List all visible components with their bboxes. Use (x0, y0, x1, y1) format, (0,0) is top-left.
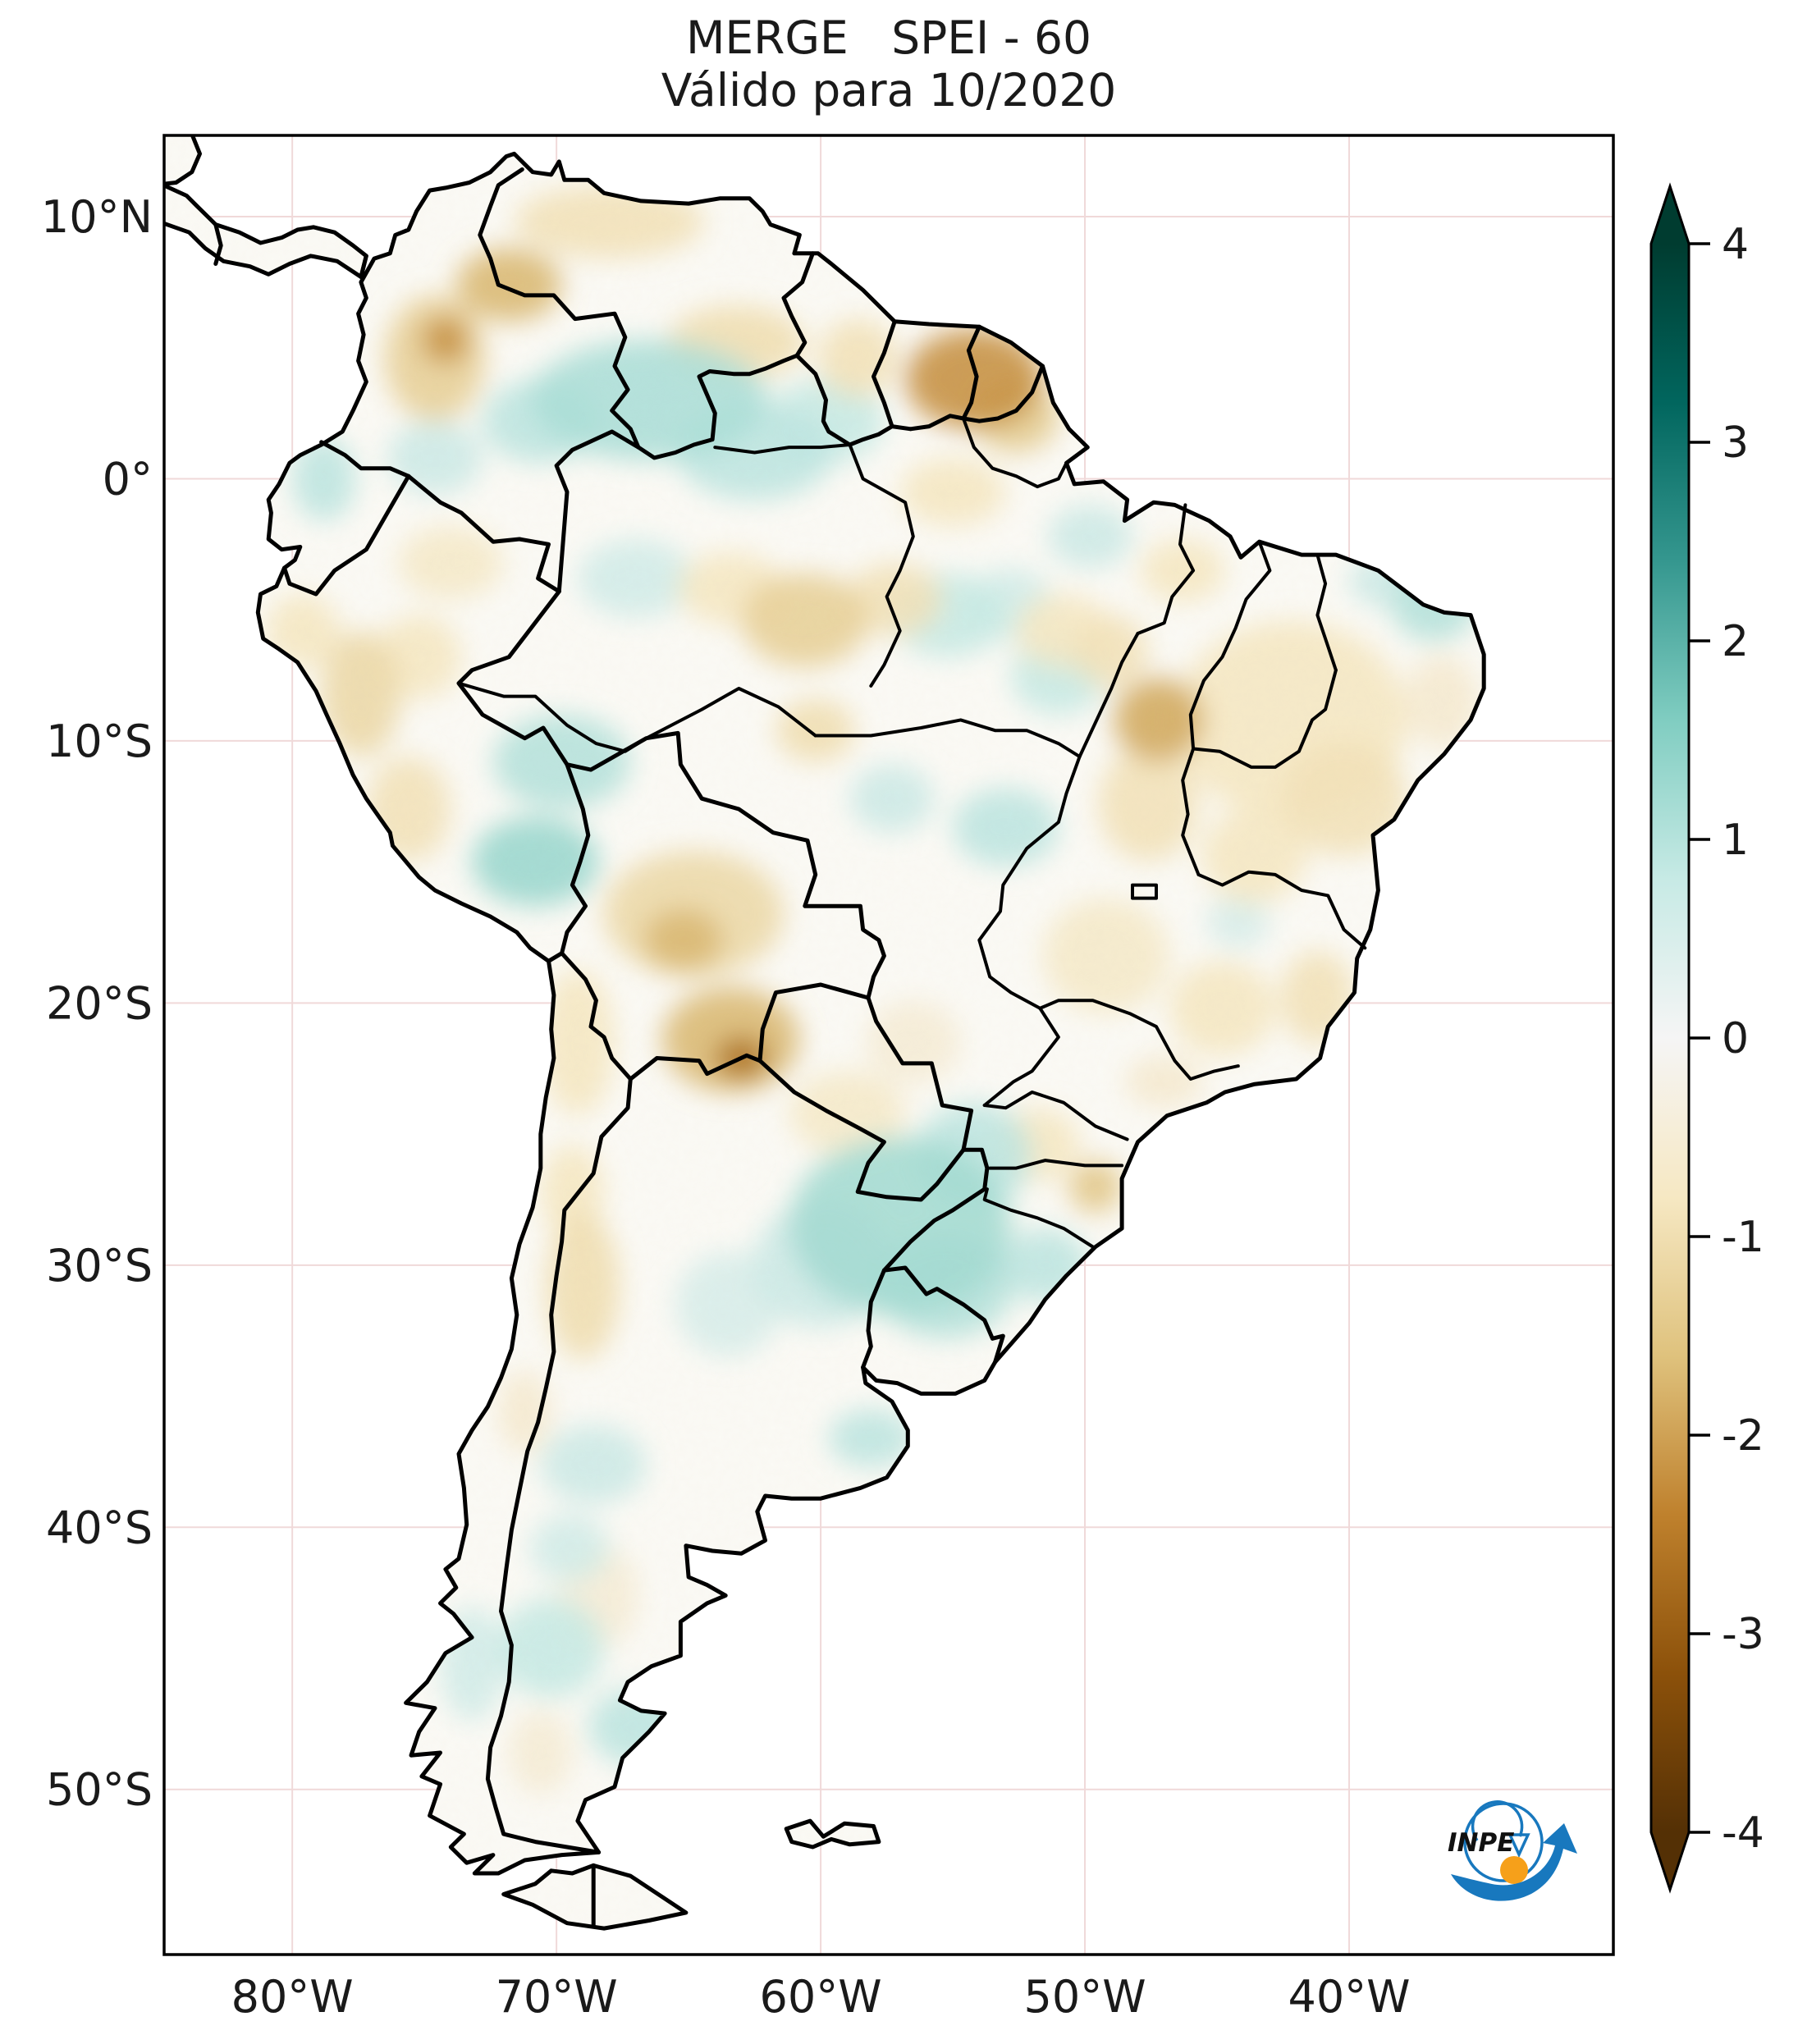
colorbar-tick-label: 0 (1722, 1014, 1749, 1063)
colorbar-gradient-bar (1649, 182, 1690, 1894)
map-plot-area (164, 135, 1613, 1955)
lat-tick-label: 10°N (41, 191, 153, 243)
lat-tick-label: 10°S (46, 716, 153, 767)
colorbar-tick-label: -2 (1722, 1411, 1764, 1461)
inpe-logo-spiral (1471, 1800, 1524, 1841)
state-borders (457, 417, 1367, 1249)
colorbar-tick-label: -3 (1722, 1610, 1764, 1659)
inpe-logo: INPE (1448, 1800, 1577, 1901)
inpe-logo-text: INPE (1448, 1828, 1514, 1858)
figure-title: MERGE SPEI - 60 (685, 11, 1092, 64)
latitude-axis-labels: 10°N 0° 10°S 20°S 30°S 40°S 50°S (41, 191, 153, 1816)
inpe-logo-small-arrow (1507, 1833, 1530, 1859)
colorbar: 4 3 2 1 0 -1 -2 -3 -4 (1649, 182, 1764, 1894)
lat-tick-label: 50°S (46, 1764, 153, 1816)
lat-tick-label: 0° (103, 453, 153, 505)
lon-tick-label: 80°W (231, 1971, 354, 2023)
colorbar-tick-label: -4 (1722, 1809, 1764, 1858)
colorbar-tick-label: 4 (1722, 220, 1749, 269)
lat-tick-label: 40°S (46, 1502, 153, 1553)
lon-tick-label: 50°W (1024, 1971, 1146, 2023)
lon-tick-label: 40°W (1288, 1971, 1410, 2023)
lat-tick-label: 20°S (46, 977, 153, 1029)
lon-tick-label: 70°W (496, 1971, 618, 2023)
title-block: MERGE SPEI - 60 Válido para 10/2020 (164, 11, 1613, 117)
longitude-axis-labels: 80°W 70°W 60°W 50°W 40°W (231, 1971, 1411, 2023)
colorbar-tick-label: -1 (1722, 1213, 1764, 1262)
colorbar-tick-label: 3 (1722, 418, 1749, 468)
country-borders (213, 167, 1045, 1928)
inpe-logo-swoosh-arrow (1451, 1823, 1577, 1901)
inpe-logo-orange-dot (1500, 1856, 1528, 1884)
axes-frame (162, 134, 1615, 1956)
colorbar-tick-label: 2 (1722, 617, 1749, 666)
colorbar-tick-label: 1 (1722, 816, 1749, 865)
lat-tick-label: 30°S (46, 1240, 153, 1292)
figure-subtitle: Válido para 10/2020 (661, 64, 1117, 117)
lon-tick-label: 60°W (760, 1971, 882, 2023)
